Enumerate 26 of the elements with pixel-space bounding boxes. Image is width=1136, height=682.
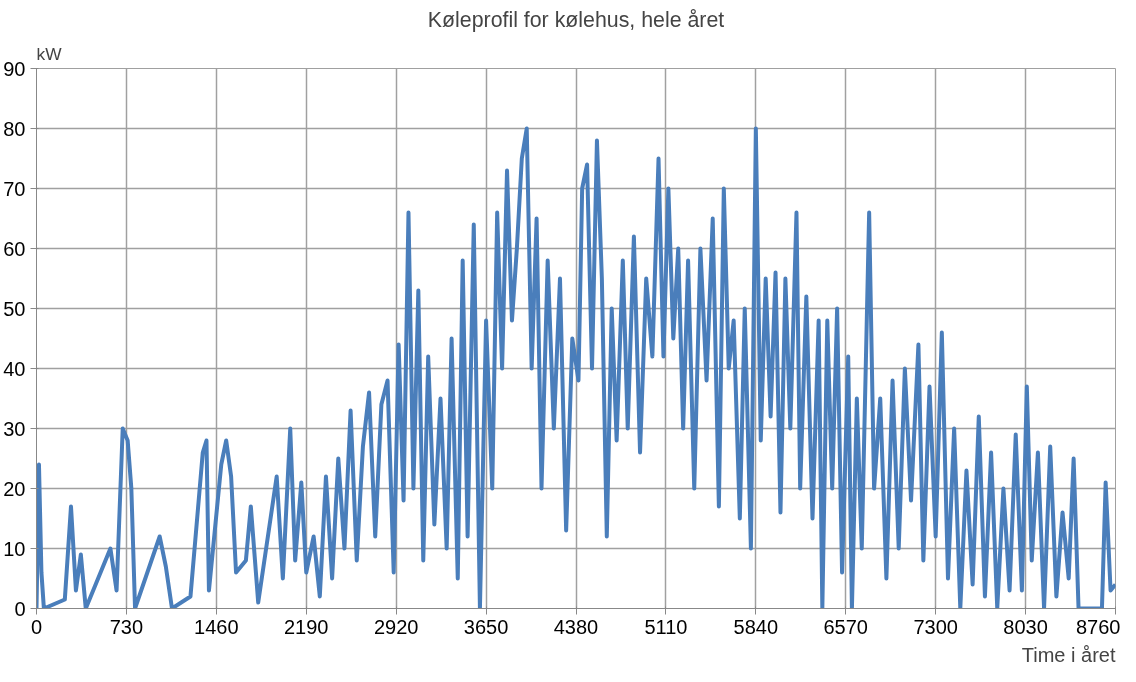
y-axis-title: kW xyxy=(36,43,63,64)
y-tick-label: 40 xyxy=(3,357,26,380)
x-tick-label: 4380 xyxy=(553,615,599,638)
x-tick-label: 7300 xyxy=(913,615,958,638)
x-tick-label: 8030 xyxy=(1003,615,1048,638)
chart-title: Køleprofil for kølehus, hele året xyxy=(427,7,725,32)
x-tick-label: 2190 xyxy=(284,615,329,638)
x-tick-label: 5840 xyxy=(733,615,779,638)
y-tick-label: 50 xyxy=(3,297,26,320)
x-tick-label: 8760 xyxy=(1076,615,1121,638)
x-tick-label: 3650 xyxy=(463,615,509,638)
y-tick-label: 90 xyxy=(3,57,26,80)
y-tick-label: 10 xyxy=(3,537,26,560)
x-axis-title: Time i året xyxy=(1021,643,1116,666)
y-tick-label: 0 xyxy=(14,597,26,620)
x-tick-label: 730 xyxy=(109,615,144,638)
y-tick-label: 80 xyxy=(3,117,26,140)
x-tick-label: 2920 xyxy=(373,615,419,638)
y-tick-label: 60 xyxy=(3,237,26,260)
y-tick-label: 70 xyxy=(3,177,26,200)
y-tick-label: 30 xyxy=(3,417,26,440)
x-tick-label: 6570 xyxy=(823,615,868,638)
x-tick-label: 1460 xyxy=(194,615,239,638)
x-tick-label: 5110 xyxy=(644,615,688,638)
y-tick-label: 20 xyxy=(3,477,26,500)
x-tick-label: 0 xyxy=(30,615,43,638)
